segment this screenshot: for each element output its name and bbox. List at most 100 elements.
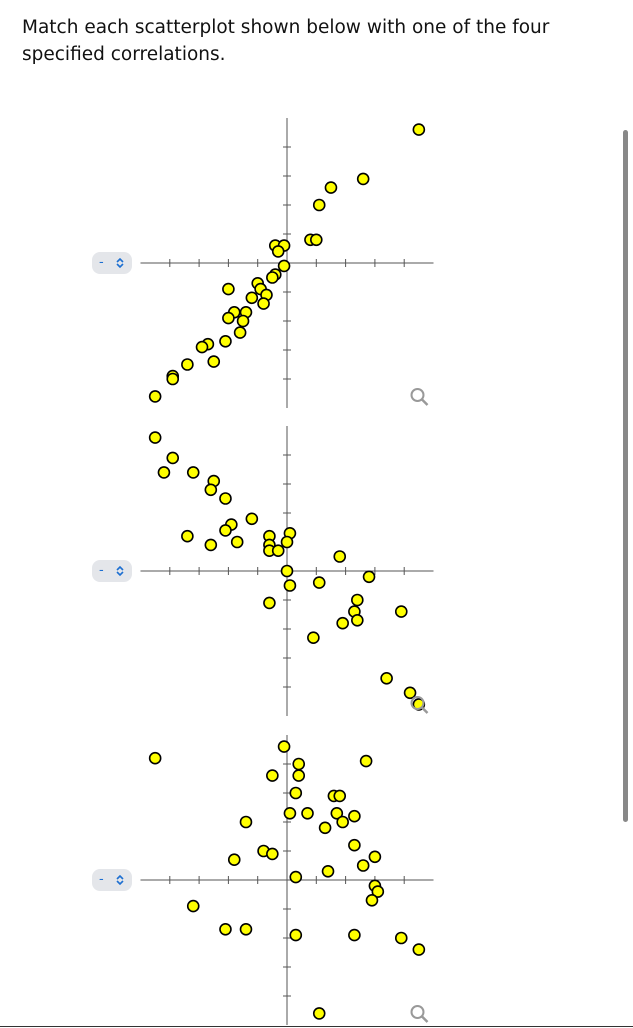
zoom-handle	[421, 1015, 429, 1023]
point	[186, 899, 200, 913]
point	[301, 806, 314, 820]
point	[394, 605, 408, 618]
zoom-lens	[410, 388, 425, 402]
point	[233, 326, 247, 339]
point	[239, 815, 253, 829]
point	[380, 671, 393, 685]
point	[351, 613, 364, 627]
zoom-handle	[421, 398, 429, 406]
point	[280, 535, 294, 549]
point	[227, 853, 241, 867]
point	[271, 245, 285, 258]
zoom-lens	[410, 696, 425, 710]
point	[371, 885, 385, 898]
point	[280, 564, 294, 578]
point	[148, 390, 162, 403]
point	[412, 123, 426, 136]
point	[263, 596, 276, 610]
zoom-icon[interactable]	[410, 1005, 429, 1023]
point	[166, 451, 180, 465]
point	[222, 282, 235, 296]
point	[166, 372, 180, 386]
point	[368, 850, 382, 864]
point	[239, 922, 253, 936]
point	[148, 751, 162, 765]
point	[148, 431, 162, 444]
point	[283, 579, 297, 592]
zoom-icon[interactable]	[410, 696, 429, 714]
chevrons	[116, 565, 124, 577]
point	[336, 815, 349, 829]
point	[289, 928, 303, 942]
point	[245, 291, 259, 305]
point	[351, 593, 364, 607]
chevrons	[116, 257, 124, 269]
point	[277, 259, 291, 273]
point	[283, 806, 297, 820]
point	[365, 893, 379, 907]
point	[324, 181, 338, 194]
point	[207, 355, 221, 368]
point	[157, 466, 171, 479]
point	[362, 570, 376, 584]
zoom-icon[interactable]	[410, 388, 429, 406]
point	[186, 466, 200, 479]
point	[336, 616, 349, 630]
point	[181, 529, 194, 543]
point	[292, 769, 306, 782]
select-value: -	[99, 563, 104, 578]
point	[356, 172, 370, 186]
point	[219, 492, 232, 505]
point	[348, 838, 361, 852]
select[interactable]: -	[92, 560, 132, 582]
point	[312, 576, 326, 589]
point	[312, 1007, 326, 1020]
point	[403, 686, 417, 700]
point	[236, 314, 250, 328]
point	[181, 358, 194, 371]
zoom-handle	[421, 706, 429, 714]
point	[219, 524, 232, 537]
point	[245, 512, 259, 526]
point	[312, 198, 326, 212]
point	[266, 271, 279, 284]
point	[222, 311, 235, 325]
point	[195, 340, 209, 354]
point	[321, 864, 335, 878]
point	[356, 859, 370, 872]
select-value: -	[99, 255, 104, 270]
point	[412, 943, 426, 956]
point	[266, 769, 279, 782]
point	[318, 821, 332, 835]
select[interactable]: -	[92, 252, 132, 274]
point	[348, 928, 361, 942]
point	[277, 740, 291, 753]
select[interactable]: -	[92, 869, 132, 891]
point	[204, 483, 218, 497]
point	[359, 754, 373, 768]
point	[266, 847, 279, 861]
point	[289, 786, 303, 800]
point	[309, 233, 323, 247]
point	[330, 806, 344, 820]
point	[307, 631, 320, 645]
point	[257, 297, 270, 310]
point	[204, 538, 218, 552]
chevrons	[116, 874, 124, 886]
point	[333, 789, 347, 803]
point	[292, 757, 306, 771]
select-value: -	[99, 872, 104, 887]
point	[271, 544, 285, 558]
point	[219, 334, 232, 348]
zoom-lens	[410, 1005, 425, 1019]
point	[333, 550, 347, 563]
scrollbar	[623, 130, 628, 822]
instruction: Match each scatterplot shown below with …	[22, 17, 550, 65]
point	[230, 535, 244, 549]
point	[219, 922, 232, 936]
point	[394, 931, 408, 945]
point	[348, 809, 361, 823]
point	[289, 870, 303, 884]
